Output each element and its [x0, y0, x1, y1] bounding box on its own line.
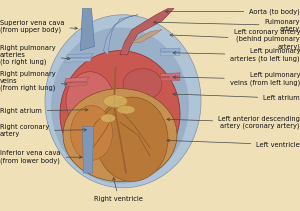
Text: Left anterior descending
artery (coronary artery): Left anterior descending artery (coronar…	[167, 116, 300, 129]
Polygon shape	[80, 8, 94, 51]
Polygon shape	[160, 77, 180, 81]
Polygon shape	[103, 15, 138, 55]
Text: Pulmonary
artery: Pulmonary artery	[154, 19, 300, 32]
Polygon shape	[82, 127, 94, 173]
Polygon shape	[160, 73, 180, 76]
Ellipse shape	[51, 27, 189, 184]
Polygon shape	[120, 8, 174, 55]
Text: Inferior vena cava
(from lower body): Inferior vena cava (from lower body)	[0, 150, 82, 164]
Text: Right pulmonary
arteries
(to right lung): Right pulmonary arteries (to right lung)	[0, 45, 70, 65]
Polygon shape	[64, 77, 88, 82]
Text: Aorta (to body): Aorta (to body)	[166, 8, 300, 15]
Text: Right pulmonary
veins
(from right lung): Right pulmonary veins (from right lung)	[0, 71, 67, 92]
Text: Left pulmonary
veins (from left lung): Left pulmonary veins (from left lung)	[173, 72, 300, 86]
Polygon shape	[132, 30, 162, 42]
Ellipse shape	[63, 89, 177, 181]
Ellipse shape	[70, 106, 112, 160]
Ellipse shape	[123, 69, 162, 100]
Text: Right ventricle: Right ventricle	[94, 177, 143, 202]
Polygon shape	[64, 58, 92, 62]
Text: Superior vena cava
(from upper body): Superior vena cava (from upper body)	[0, 20, 77, 33]
Text: Left ventricle: Left ventricle	[167, 139, 300, 147]
Text: Left atrium: Left atrium	[173, 93, 300, 101]
Ellipse shape	[117, 106, 135, 114]
Ellipse shape	[66, 72, 114, 131]
Text: Left coronary artery
(behind pulmonary
artery): Left coronary artery (behind pulmonary a…	[170, 28, 300, 50]
Text: Right atrium: Right atrium	[0, 108, 88, 114]
Ellipse shape	[96, 97, 168, 181]
Ellipse shape	[103, 95, 127, 108]
Ellipse shape	[45, 15, 201, 188]
Polygon shape	[65, 82, 88, 87]
Ellipse shape	[60, 51, 180, 177]
Polygon shape	[66, 54, 93, 58]
Polygon shape	[160, 52, 180, 56]
Polygon shape	[160, 48, 180, 52]
Text: Left pulmonary
arteries (to left lung): Left pulmonary arteries (to left lung)	[173, 48, 300, 62]
Ellipse shape	[100, 114, 116, 122]
Text: Right coronary
artery: Right coronary artery	[0, 124, 86, 137]
